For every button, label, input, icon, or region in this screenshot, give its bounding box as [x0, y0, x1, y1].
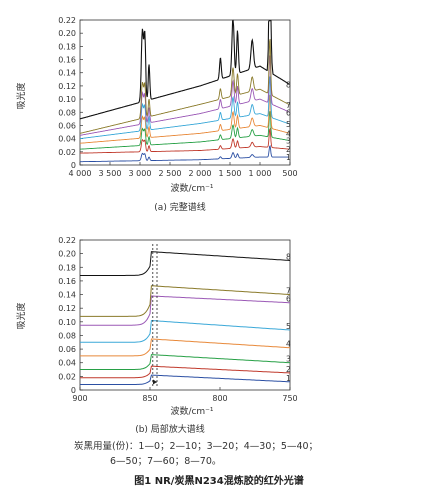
panel-a-series-label-4: 4	[286, 129, 291, 138]
panel-a-y-label: 吸光度	[15, 82, 27, 109]
panel-a-y-tick-label: 0.18	[58, 42, 76, 51]
panel-a-series-line-1	[80, 145, 289, 163]
panel-a-y-tick-label: 0.08	[58, 108, 76, 117]
panel-a-y-tick-label: 0.16	[58, 56, 76, 65]
panel-b-y-tick-label: 0.04	[58, 359, 76, 368]
panel-a-x-tick-label: 1 500	[219, 169, 242, 178]
panel-b-y-tick-label: 0.22	[58, 236, 76, 245]
panel-b-y-tick-label: 0.14	[58, 291, 76, 300]
panel-b-series-label-2: 2	[286, 365, 291, 374]
panel-b-series-line-4	[80, 338, 291, 357]
panel-a-series-label-8: 8	[286, 81, 291, 90]
panel-a-y-tick-label: 0.10	[58, 95, 76, 104]
panel-b-x-ticks: 900 850 800 750	[72, 387, 298, 403]
panel-b-y-tick-label: 0.06	[58, 345, 76, 354]
panel-a-series-line-3	[80, 111, 289, 150]
panel-a-y-tick-label: 0	[71, 161, 76, 170]
panel-a-series-line-6	[80, 55, 289, 136]
panel-b-frame	[79, 239, 291, 391]
panel-a-series-label-5: 5	[286, 120, 291, 129]
panel-b-y-tick-label: 0	[71, 386, 76, 395]
panel-b-series-line-8	[80, 251, 291, 276]
panel-a-series-label-3: 3	[286, 137, 291, 146]
panel-a-series-label-1: 1	[286, 153, 291, 162]
panel-a-y-ticks: 0 0.02 0.04 0.06 0.08 0.10 0.12 0.14 0.16 0.18 0.2…	[58, 16, 83, 170]
panel-b-series-line-3	[80, 354, 291, 370]
panel-b-series-label-7: 7	[286, 287, 291, 296]
panel-b-shift-arrowhead	[153, 379, 157, 385]
panel-a-y-tick-label: 0.12	[58, 82, 76, 91]
panel-b-series-line-7	[80, 285, 290, 317]
panel-a-series	[79, 19, 290, 163]
panel-b-y-tick-label: 0.08	[58, 331, 76, 340]
panel-b-series-label-8: 8	[286, 252, 291, 261]
panel-b-y-tick-label: 0.18	[58, 263, 76, 272]
panel-a-x-tick-label: 3 000	[129, 169, 152, 178]
panel-b-series-label-4: 4	[286, 340, 291, 349]
panel-a-series-label-7: 7	[286, 101, 291, 110]
panel-b-y-tick-label: 0.20	[58, 250, 76, 259]
panel-a-series-label-2: 2	[286, 145, 291, 154]
panel-a-x-ticks: 4 000 3 500 3 000 2 500 2 000 1 500 1 000 500	[69, 162, 298, 178]
panel-a-x-tick-label: 4 000	[69, 169, 92, 178]
panel-b-x-tick-label: 850	[142, 394, 157, 403]
legend-note-line1: 炭黑用量(份)：1—0；2—10；3—20；4—30；5—40；	[74, 440, 318, 452]
panel-b-series-line-6	[80, 295, 290, 326]
panel-a-y-tick-label: 0.22	[58, 16, 76, 25]
panel-a-x-tick-label: 2 000	[189, 169, 212, 178]
figure-title: 图1 NR/炭黑N234混炼胶的红外光谱	[134, 474, 303, 487]
panel-b-series-labels: 123 4 5 67 8	[286, 252, 291, 382]
panel-a-x-tick-label: 2 500	[159, 169, 182, 178]
panel-a-series-line-7	[79, 39, 290, 134]
panel-b-series	[80, 251, 291, 385]
panel-b-y-tick-label: 0.02	[58, 372, 76, 381]
panel-b-series-line-5	[80, 320, 291, 343]
panel-a-x-tick-label: 500	[282, 169, 297, 178]
panel-b-y-tick-label: 0.10	[58, 318, 76, 327]
panel-a-series-line-4	[79, 94, 289, 144]
panel-a-series-line-8	[79, 19, 290, 120]
legend-note-line2: 6—50；7—60；8—70。	[110, 456, 221, 467]
panel-a-y-tick-label: 0.06	[58, 121, 76, 130]
panel-b-series-label-6: 6	[286, 295, 291, 304]
panel-a-x-tick-label: 3 500	[99, 169, 122, 178]
panel-a-y-tick-label: 0.02	[58, 148, 76, 157]
panel-a-x-tick-label: 1 000	[249, 169, 272, 178]
panel-b-caption: (b) 局部放大谱线	[135, 423, 205, 435]
panel-b-series-label-1: 1	[286, 374, 291, 383]
panel-b-y-tick-label: 0.12	[58, 304, 76, 313]
panel-b-series-label-3: 3	[286, 355, 291, 364]
panel-a-chart: 0 0.02 0.04 0.06 0.08 0.10 0.12 0.14 0.16 0.18 0.2…	[15, 16, 298, 213]
panel-b-series-line-2	[80, 365, 291, 379]
panel-a-caption: (a) 完整谱线	[154, 201, 205, 213]
panel-a-series-label-6: 6	[286, 108, 291, 117]
panel-a-series-line-5	[80, 76, 289, 140]
panel-b-chart: 0 0.02 0.04 0.06 0.08 0.10 0.12 0.14 0.16 0.18 0.2…	[15, 236, 298, 435]
panel-b-series-label-5: 5	[286, 322, 291, 331]
panel-b-dashed-markers	[152, 244, 158, 386]
panel-a-frame	[79, 19, 291, 166]
panel-a-x-label: 波数/cm⁻¹	[170, 182, 213, 194]
panel-b-x-tick-label: 800	[212, 394, 227, 403]
panel-a-y-tick-label: 0.20	[58, 29, 76, 38]
panel-b-y-tick-label: 0.16	[58, 277, 76, 286]
panel-a-y-tick-label: 0.14	[58, 69, 76, 78]
panel-a-series-line-2	[80, 127, 289, 154]
panel-b-series-line-1	[80, 374, 290, 385]
panel-b-x-label: 波数/cm⁻¹	[170, 405, 213, 417]
panel-a-y-tick-label: 0.04	[58, 135, 76, 144]
panel-b-x-tick-label: 750	[282, 394, 297, 403]
panel-b-x-tick-label: 900	[72, 394, 87, 403]
panel-b-y-ticks: 0 0.02 0.04 0.06 0.08 0.10 0.12 0.14 0.16 0.18 0.2…	[58, 236, 83, 395]
panel-b-y-label: 吸光度	[15, 302, 27, 329]
